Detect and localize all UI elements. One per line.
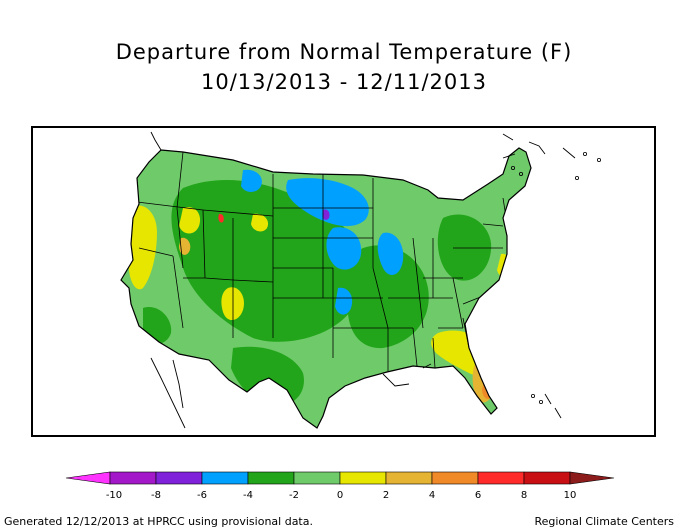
coastline-segment <box>382 373 410 387</box>
legend-tick-label: 2 <box>383 490 389 501</box>
legend-tick-label: -4 <box>243 490 253 501</box>
legend-swatch <box>293 471 341 485</box>
state-boundaries <box>136 151 510 373</box>
legend-tick-label: -8 <box>151 490 161 501</box>
anomaly-region-coldest <box>322 209 330 220</box>
state-line <box>432 337 436 369</box>
legend-swatch <box>523 471 571 485</box>
coastline-segment <box>562 147 576 159</box>
anomaly-region-hot <box>482 375 494 399</box>
legend-swatch <box>385 471 433 485</box>
coastline-segment <box>150 131 162 151</box>
coastline-segment <box>150 357 186 429</box>
state-line <box>176 151 184 209</box>
legend-swatch <box>155 471 203 485</box>
state-line <box>232 279 274 283</box>
island-mark <box>510 166 515 171</box>
coastline-segment <box>544 393 552 405</box>
state-line <box>204 277 234 281</box>
anomaly-region-cool <box>437 214 492 281</box>
legend-tick-label: 0 <box>337 490 343 501</box>
state-line <box>202 209 274 217</box>
legend-swatch <box>477 471 525 485</box>
state-line <box>136 201 204 211</box>
island-mark <box>575 176 580 181</box>
legend-swatch <box>339 471 387 485</box>
coastline-segment <box>422 363 432 369</box>
state-line <box>412 237 424 329</box>
island-mark <box>530 393 535 398</box>
legend-tick-label: 10 <box>564 490 577 501</box>
map-frame <box>31 126 656 437</box>
legend-tick-label: 8 <box>521 490 527 501</box>
anomaly-region-warm <box>179 207 201 234</box>
legend-tick-label: -2 <box>289 490 299 501</box>
anomaly-region-warm <box>127 205 157 290</box>
map-date-range: 10/13/2013 - 12/11/2013 <box>200 70 487 94</box>
state-line <box>172 255 184 329</box>
state-line <box>372 267 389 329</box>
legend-swatch <box>109 471 157 485</box>
color-legend: -10 -8 -6 -4 -2 0 2 4 6 8 10 <box>65 471 615 501</box>
legend-swatch <box>431 471 479 485</box>
legend-arrow-low <box>65 471 111 485</box>
coastline-segment <box>172 359 184 409</box>
island-mark <box>538 399 543 404</box>
anomaly-region-cool <box>347 245 429 349</box>
anomaly-region-warmer <box>179 237 191 255</box>
anomaly-region-hottest <box>218 213 224 223</box>
legend-tick-label: -10 <box>106 490 122 501</box>
legend-swatch <box>201 471 249 485</box>
coastline-segment <box>502 133 514 141</box>
anomaly-region-cold <box>286 178 369 227</box>
legend-tick-label: -6 <box>197 490 207 501</box>
island-mark <box>597 157 602 162</box>
legend-swatch <box>247 471 295 485</box>
coastline-segment <box>554 407 562 419</box>
coastline-segment <box>528 141 546 155</box>
source-credit: Regional Climate Centers <box>534 515 674 528</box>
legend-tick-label: 6 <box>475 490 481 501</box>
legend-arrow-high <box>569 471 615 485</box>
us-temperature-map <box>120 131 602 429</box>
state-line <box>176 207 184 269</box>
generated-note: Generated 12/12/2013 at HPRCC using prov… <box>4 515 313 528</box>
map-title: Departure from Normal Temperature (F) <box>115 40 573 64</box>
state-line <box>462 317 470 349</box>
island-mark <box>518 172 523 177</box>
state-line <box>202 209 206 279</box>
island-mark <box>583 151 588 156</box>
state-line <box>482 223 504 227</box>
state-line <box>452 277 464 329</box>
coastline-segment <box>502 153 516 159</box>
state-line <box>412 327 418 367</box>
anomaly-region-warm <box>431 330 491 376</box>
anomaly-region-cold <box>377 232 404 275</box>
coastline-details <box>150 131 602 429</box>
state-line <box>138 247 174 257</box>
legend-tick-label: 4 <box>429 490 435 501</box>
anomaly-region-cold <box>241 169 262 192</box>
anomaly-region-warm <box>251 213 269 232</box>
anomaly-region-cold <box>335 287 353 315</box>
